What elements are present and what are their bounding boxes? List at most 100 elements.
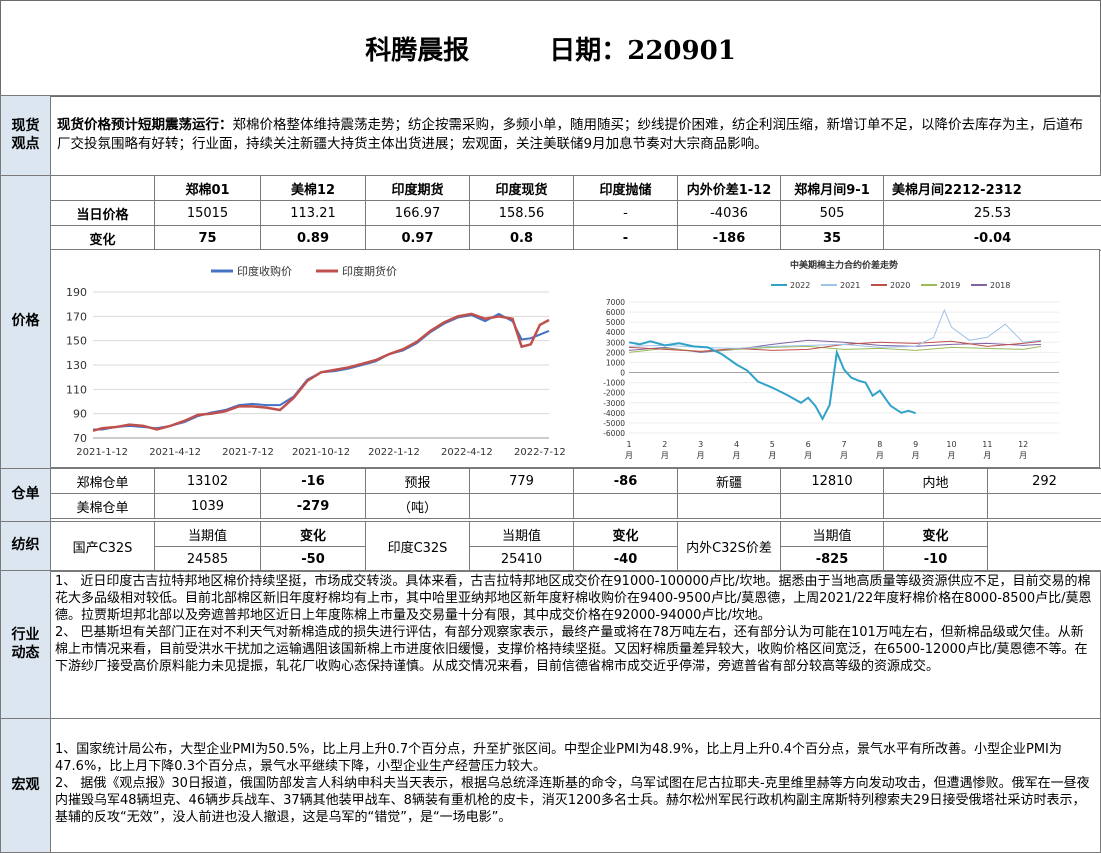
warehouse-cell: -279 xyxy=(260,493,366,519)
legend-label: 2019 xyxy=(940,281,960,290)
warehouse-row-ice: 美棉仓单 1039 -279 （吨） xyxy=(50,493,1101,519)
textile-col-current: 当期值 xyxy=(469,521,574,547)
textile-india-label: 印度C32S xyxy=(365,521,470,572)
section-textile: 纺织 xyxy=(0,521,51,571)
industry-paragraph-2: 2、 巴基斯坦有关部门正在对不利天气对新棉造成的损失进行评估，有部分观察家表示，… xyxy=(55,625,1088,674)
price-header-row: 郑棉01 美棉12 印度期货 印度现货 印度抛储 内外价差1-12 郑棉月间9-… xyxy=(50,175,1101,201)
textile-spread-change: -10 xyxy=(883,546,988,572)
textile-spread-value: -825 xyxy=(780,546,884,572)
y-tick-label: 150 xyxy=(66,335,87,348)
y-tick-label: 130 xyxy=(66,359,87,372)
textile-table: 国产C32S 当期值 变化 印度C32S 当期值 变化 内外C32S价差 当期值… xyxy=(50,521,1101,572)
price-cell: 15015 xyxy=(154,200,261,226)
section-warehouse: 仓单 xyxy=(0,468,51,522)
warehouse-label-ice: 美棉仓单 xyxy=(50,493,155,519)
warehouse-cell: -16 xyxy=(260,468,366,494)
section-spot: 现货 观点 xyxy=(0,95,51,176)
x-tick-label-unit: 月 xyxy=(661,451,669,460)
y-tick-label: 1000 xyxy=(606,358,625,367)
macro-news: 1、国家统计局公布，大型企业PMI为50.5%，比上月上升0.7个百分点，升至扩… xyxy=(50,718,1101,853)
y-tick-label: -4000 xyxy=(603,409,625,418)
series-line-2021 xyxy=(628,308,1042,349)
x-tick-label: 2021-4-12 xyxy=(149,447,201,458)
textile-col-change: 变化 xyxy=(573,521,678,547)
x-tick-label-unit: 月 xyxy=(1019,451,1027,460)
change-cell: 0.89 xyxy=(260,225,366,251)
spot-text: 郑棉价格整体维持震荡走势；纺企按需采购，多频小单，随用随买；纱线提价困难，纺企利… xyxy=(57,117,1083,152)
textile-spread-label: 内外C32S价差 xyxy=(677,521,781,572)
y-tick-label: 110 xyxy=(66,383,87,396)
x-tick-label-month: 3 xyxy=(698,440,703,449)
x-tick-label-month: 2 xyxy=(662,440,667,449)
legend-label: 2018 xyxy=(990,281,1010,290)
y-tick-label: -5000 xyxy=(603,419,625,428)
warehouse-cell: 1039 xyxy=(154,493,261,519)
x-tick-label-unit: 月 xyxy=(804,451,812,460)
report-header: 科腾晨报 日期：220901 xyxy=(0,0,1101,97)
y-tick-label: 5000 xyxy=(606,318,625,327)
price-row-today: 当日价格 15015 113.21 166.97 158.56 - -4036 … xyxy=(50,200,1101,226)
price-header-india-spot: 印度现货 xyxy=(469,175,574,201)
textile-header-row: 国产C32S 当期值 变化 印度C32S 当期值 变化 内外C32S价差 当期值… xyxy=(50,521,1101,572)
industry-news: 1、 近日印度古吉拉特邦地区棉价持续坚挺，市场成交转淡。具体来看，古吉拉特邦地区… xyxy=(50,570,1101,719)
y-tick-label: -6000 xyxy=(603,429,625,438)
industry-paragraph-1: 1、 近日印度古吉拉特邦地区棉价持续坚挺，市场成交转淡。具体来看，古吉拉特邦地区… xyxy=(55,574,1092,623)
x-tick-label-month: 10 xyxy=(946,440,956,449)
price-table: 郑棉01 美棉12 印度期货 印度现货 印度抛储 内外价差1-12 郑棉月间9-… xyxy=(50,175,1101,251)
price-cell: 25.53 xyxy=(883,200,1101,226)
textile-value-row: 24585 -50 25410 -40 -825 -10 xyxy=(51,546,1101,572)
y-tick-label: -1000 xyxy=(603,379,625,388)
x-tick-label: 2022-1-12 xyxy=(368,447,420,458)
x-tick-label-month: 11 xyxy=(982,440,992,449)
x-tick-label-unit: 月 xyxy=(625,451,633,460)
macro-paragraph-2: 2、 据俄《观点报》30日报道，俄国防部发言人科纳申科夫当天表示，根据乌总统泽连… xyxy=(55,776,1090,825)
price-header-0 xyxy=(50,175,155,201)
change-cell: -186 xyxy=(677,225,781,251)
warehouse-inland-label: 内地 xyxy=(883,468,988,494)
x-tick-label-month: 1 xyxy=(626,440,631,449)
change-cell: 35 xyxy=(780,225,884,251)
price-cell: 113.21 xyxy=(260,200,366,226)
change-cell: 0.8 xyxy=(469,225,574,251)
legend-label: 印度收购价 xyxy=(237,264,292,278)
section-macro: 宏观 xyxy=(0,718,51,853)
warehouse-unit: （吨） xyxy=(365,493,470,519)
warehouse-cell: 779 xyxy=(469,468,574,494)
textile-col-current: 当期值 xyxy=(780,521,884,547)
price-cell: 158.56 xyxy=(469,200,574,226)
x-tick-label-month: 9 xyxy=(913,440,918,449)
x-tick-label-unit: 月 xyxy=(733,451,741,460)
price-header-zce-calendar: 郑棉月间9-1 xyxy=(780,175,884,201)
y-tick-label: 90 xyxy=(73,408,87,421)
x-tick-label-unit: 月 xyxy=(948,451,956,460)
change-cell: - xyxy=(573,225,678,251)
x-tick-label-month: 4 xyxy=(734,440,739,449)
report-title: 科腾晨报 xyxy=(365,36,470,66)
y-tick-label: 3000 xyxy=(606,338,625,347)
warehouse-row-zce: 郑棉仓单 13102 -16 预报 779 -86 新疆 12810 内地 29… xyxy=(50,468,1101,494)
report-date: 日期：220901 xyxy=(549,36,736,66)
change-cell: -0.04 xyxy=(883,225,1101,251)
x-tick-label-unit: 月 xyxy=(983,451,991,460)
macro-paragraph-1: 1、国家统计局公布，大型企业PMI为50.5%，比上月上升0.7个百分点，升至扩… xyxy=(55,742,1062,774)
price-header-ice-calendar: 美棉月间2212-2312 xyxy=(883,175,1101,201)
y-tick-label: 4000 xyxy=(606,328,625,337)
series-line-2022 xyxy=(628,340,916,422)
legend-label: 2022 xyxy=(790,281,810,290)
change-cell: 0.97 xyxy=(365,225,470,251)
price-header-ice12: 美棉12 xyxy=(260,175,366,201)
y-tick-label: 70 xyxy=(73,432,87,445)
y-tick-label: 0 xyxy=(620,369,625,378)
series-line-2018 xyxy=(628,339,1042,353)
y-tick-label: 2000 xyxy=(606,348,625,357)
change-cell: 75 xyxy=(154,225,261,251)
x-tick-label-month: 7 xyxy=(841,440,846,449)
warehouse-forecast-label: 预报 xyxy=(365,468,470,494)
india-cotton-price-chart: 70 90 110 130 150 170 190 2021-1-12 2021-4-12 202… xyxy=(66,264,566,458)
price-header-india-futures: 印度期货 xyxy=(365,175,470,201)
y-tick-label: 190 xyxy=(66,286,87,299)
y-tick-label: -3000 xyxy=(603,399,625,408)
textile-col-change: 变化 xyxy=(260,521,366,547)
